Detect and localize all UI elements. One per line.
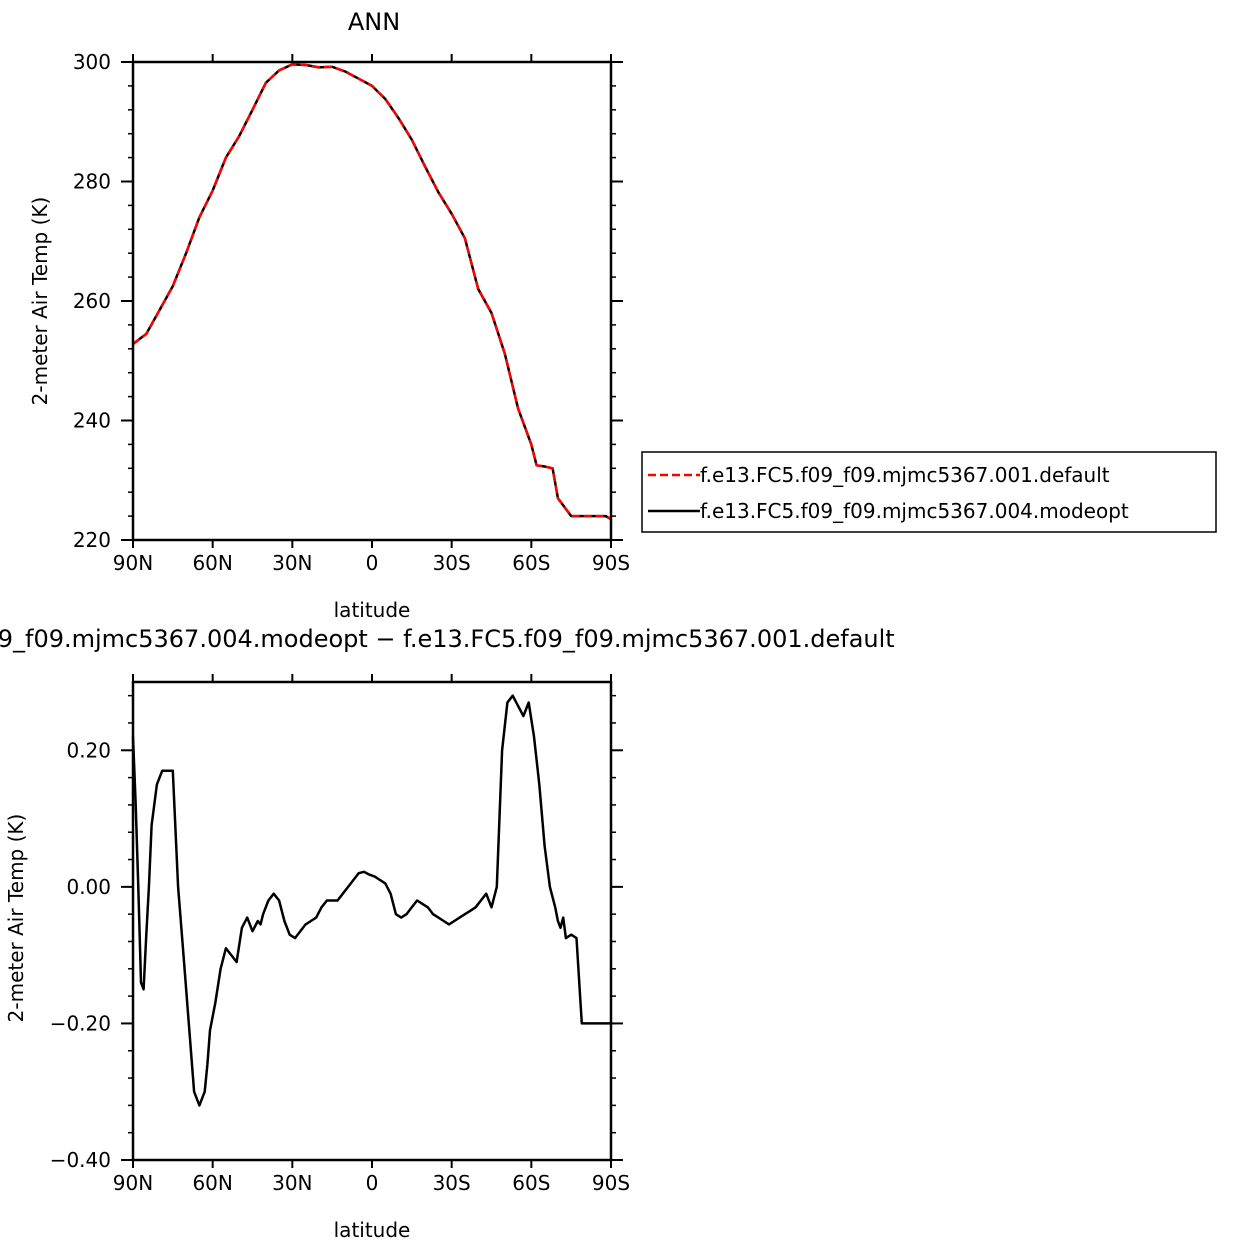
bottom-y-axis-label: 2-meter Air Temp (K) [4,814,28,1023]
bottom-x-axis-label: latitude [334,1218,411,1242]
legend-label-default: f.e13.FC5.f09_f09.mjmc5367.001.default [700,463,1110,487]
top-x-tick-label: 90N [113,551,153,575]
top-plot-frame [131,60,613,542]
top-x-tick-label: 0 [366,551,379,575]
top-y-tick-label: 260 [73,289,111,313]
legend-box [641,451,1217,533]
top-panel: ANN 90N 60N 30N 0 30S 60S 90S 300280260240220 … [28,8,1217,622]
top-x-tick-label: 60S [512,551,550,575]
top-y-tick-label: 240 [73,409,111,433]
top-x-tick-label: 90S [592,551,630,575]
top-x-tick-label: 60N [192,551,232,575]
top-series-line-1 [132,63,612,521]
top-x-tick-label: 30N [272,551,312,575]
top-x-ticks: 90N 60N 30N 0 30S 60S 90S [113,54,630,575]
legend-label-modeopt: f.e13.FC5.f09_f09.mjmc5367.004.modeopt [700,499,1129,523]
bottom-series-group [131,694,611,1107]
top-y-tick-label: 300 [73,50,111,74]
bot-x-tick-label: 0 [366,1171,379,1195]
top-y-tick-label: 220 [73,528,111,552]
bot-x-tick-label: 30N [272,1171,312,1195]
top-series-line-0 [132,63,612,521]
bot-x-tick-label: 90N [113,1171,153,1195]
top-y-ticks: 300 280 260 240 220 [73,50,623,552]
bot-y-tick-label: 0.20 [66,738,111,762]
bot-y-tick-label: −0.20 [50,1011,111,1035]
bot-y-tick-label: 0.00 [66,875,111,899]
bottom-x-ticks: 90N 60N 30N 0 30S 60S 90S [113,674,630,1195]
top-x-tick-label: 30S [433,551,471,575]
bot-x-tick-label: 60N [192,1171,232,1195]
bot-series-line-0 [131,694,611,1107]
bottom-panel: f.e13.FC5.f09_f09.mjmc5367.004.modeopt −… [0,625,895,1242]
bottom-chart-title: f.e13.FC5.f09_f09.mjmc5367.004.modeopt −… [0,625,895,653]
bot-x-tick-label: 30S [433,1171,471,1195]
top-y-axis-label: 2-meter Air Temp (K) [28,197,52,406]
bottom-y-ticks: 0.20 0.00 −0.20 −0.40 [50,694,623,1172]
top-series-group [132,63,612,521]
bot-x-tick-label: 60S [512,1171,550,1195]
top-y-tick-label: 280 [73,170,111,194]
bot-y-tick-label: −0.40 [50,1148,111,1172]
top-chart-title: ANN [348,8,400,36]
legend: f.e13.FC5.f09_f09.mjmc5367.001.default f… [641,451,1217,533]
top-x-axis-label: latitude [334,598,411,622]
bot-x-tick-label: 90S [592,1171,630,1195]
